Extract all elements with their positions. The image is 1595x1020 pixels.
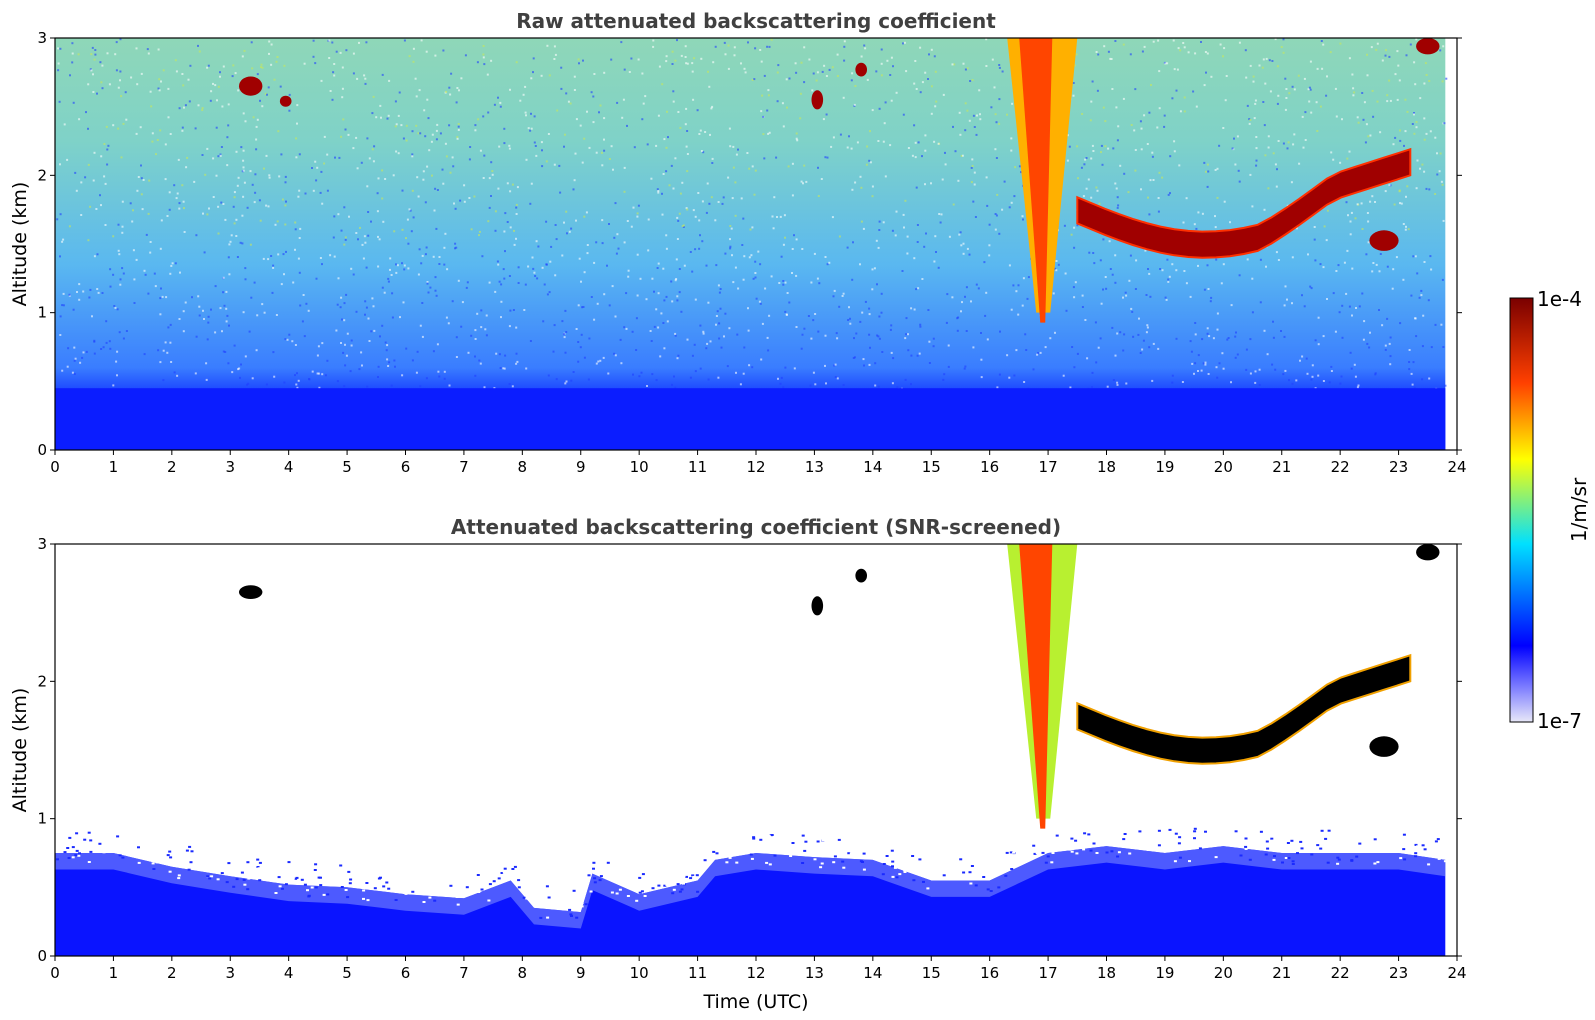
screened-xtick-label-5: 5 — [342, 964, 352, 982]
screened-xtick-label-13: 13 — [805, 964, 824, 982]
screened-xtick-label-12: 12 — [746, 964, 765, 982]
screened-xtick-label-21: 21 — [1272, 964, 1291, 982]
screened-ytick-label-1: 1 — [37, 810, 47, 828]
screened-virga-3-core — [1019, 544, 1053, 829]
screened-boundary-layer — [55, 846, 1446, 956]
screened-cloud-0 — [239, 585, 263, 599]
panel-screened-ylabel: Altitude (km) — [9, 688, 31, 813]
raw-virga-6-core — [1019, 38, 1053, 323]
screened-cloud-2 — [855, 568, 867, 583]
screened-xtick-label-3: 3 — [225, 964, 235, 982]
screened-xtick-label-7: 7 — [459, 964, 469, 982]
screened-layer-speckle — [56, 826, 1448, 919]
raw-cloud-5 — [855, 62, 867, 77]
raw-xtick-label-17: 17 — [1039, 458, 1058, 476]
raw-cloud-8 — [1369, 230, 1399, 251]
panel-screened-xlabel: Time (UTC) — [702, 991, 808, 1013]
screened-xtick-label-18: 18 — [1097, 964, 1116, 982]
screened-ytick-label-0: 0 — [37, 947, 47, 965]
screened-ytick-label-2: 2 — [37, 672, 47, 690]
raw-cloud-2 — [239, 76, 263, 96]
raw-noise-speckle — [56, 38, 1448, 397]
raw-cloud-3 — [279, 95, 292, 107]
screened-xtick-label-8: 8 — [518, 964, 528, 982]
screened-xtick-label-0: 0 — [50, 964, 60, 982]
panel-screened-title: Attenuated backscattering coefficient (S… — [451, 515, 1061, 539]
raw-xtick-label-14: 14 — [863, 458, 882, 476]
raw-ytick-label-2: 2 — [37, 166, 47, 184]
screened-xtick-label-9: 9 — [576, 964, 586, 982]
screened-xtick-label-2: 2 — [167, 964, 177, 982]
panel-screened-axes: 0 1 2 3 4 5 6 7 8 9 10 11 12 13 14 15 16 17 18 19 20 21 22 23 24… — [37, 535, 1466, 982]
raw-xtick-label-12: 12 — [746, 458, 765, 476]
raw-xtick-label-8: 8 — [518, 458, 528, 476]
raw-xtick-label-20: 20 — [1214, 458, 1233, 476]
colorbar: 1e-4 1e-7 1/m/sr — [1509, 287, 1591, 733]
screened-xtick-label-20: 20 — [1214, 964, 1233, 982]
screened-xtick-label-24: 24 — [1447, 964, 1466, 982]
panel-screened-plot-area — [55, 544, 1448, 956]
screened-xtick-label-4: 4 — [284, 964, 294, 982]
screened-cloud-5 — [1369, 736, 1399, 757]
raw-xtick-label-21: 21 — [1272, 458, 1291, 476]
screened-xtick-label-6: 6 — [401, 964, 411, 982]
raw-xtick-label-10: 10 — [630, 458, 649, 476]
screened-xtick-label-14: 14 — [863, 964, 882, 982]
colorbar-gradient — [1509, 297, 1534, 723]
raw-xtick-label-5: 5 — [342, 458, 352, 476]
screened-xtick-label-19: 19 — [1155, 964, 1174, 982]
colorbar-unit-label: 1/m/sr — [1567, 477, 1591, 542]
screened-xtick-label-16: 16 — [980, 964, 999, 982]
raw-xtick-label-1: 1 — [109, 458, 119, 476]
raw-cloud-4 — [811, 90, 824, 110]
screened-xtick-label-1: 1 — [109, 964, 119, 982]
raw-xtick-label-18: 18 — [1097, 458, 1116, 476]
raw-cloud-layer-7 — [1076, 147, 1412, 259]
raw-xtick-label-15: 15 — [922, 458, 941, 476]
raw-xtick-label-11: 11 — [688, 458, 707, 476]
raw-cloud-9 — [1416, 38, 1440, 55]
raw-xtick-label-23: 23 — [1389, 458, 1408, 476]
raw-ytick-label-1: 1 — [37, 304, 47, 322]
panel-raw-title: Raw attenuated backscattering coefficien… — [516, 9, 996, 33]
raw-xtick-label-19: 19 — [1155, 458, 1174, 476]
screened-cloud-6 — [1416, 544, 1440, 561]
panel-screened: Attenuated backscattering coefficient (S… — [9, 515, 1467, 1013]
screened-ytick-label-3: 3 — [37, 535, 47, 553]
raw-xtick-label-4: 4 — [284, 458, 294, 476]
screened-xtick-label-10: 10 — [630, 964, 649, 982]
raw-xtick-label-13: 13 — [805, 458, 824, 476]
raw-xtick-label-9: 9 — [576, 458, 586, 476]
raw-aerosol-layer — [55, 388, 1446, 450]
colorbar-min-label: 1e-7 — [1537, 709, 1582, 733]
panel-raw-plot-area — [55, 38, 1448, 450]
screened-cloud-1 — [811, 596, 824, 616]
raw-xtick-label-24: 24 — [1447, 458, 1466, 476]
screened-xtick-label-17: 17 — [1039, 964, 1058, 982]
panel-raw-ylabel: Altitude (km) — [9, 182, 31, 307]
raw-ytick-label-3: 3 — [37, 29, 47, 47]
screened-xtick-label-15: 15 — [922, 964, 941, 982]
colorbar-max-label: 1e-4 — [1537, 287, 1582, 311]
raw-ytick-label-0: 0 — [37, 441, 47, 459]
raw-xtick-label-22: 22 — [1331, 458, 1350, 476]
raw-xtick-label-0: 0 — [50, 458, 60, 476]
raw-xtick-label-16: 16 — [980, 458, 999, 476]
panel-raw-axes: 0 1 2 3 4 5 6 7 8 9 10 11 12 13 14 15 16 17 18 19 20 21 22 23 24… — [37, 29, 1466, 476]
raw-xtick-label-7: 7 — [459, 458, 469, 476]
screened-xtick-label-22: 22 — [1331, 964, 1350, 982]
screened-xtick-label-11: 11 — [688, 964, 707, 982]
raw-xtick-label-3: 3 — [225, 458, 235, 476]
screened-layer-fringe — [55, 846, 1446, 929]
raw-xtick-label-2: 2 — [167, 458, 177, 476]
screened-cloud-layer-4 — [1076, 653, 1412, 765]
screened-xtick-label-23: 23 — [1389, 964, 1408, 982]
panel-raw: Raw attenuated backscattering coefficien… — [9, 9, 1467, 476]
raw-xtick-label-6: 6 — [401, 458, 411, 476]
